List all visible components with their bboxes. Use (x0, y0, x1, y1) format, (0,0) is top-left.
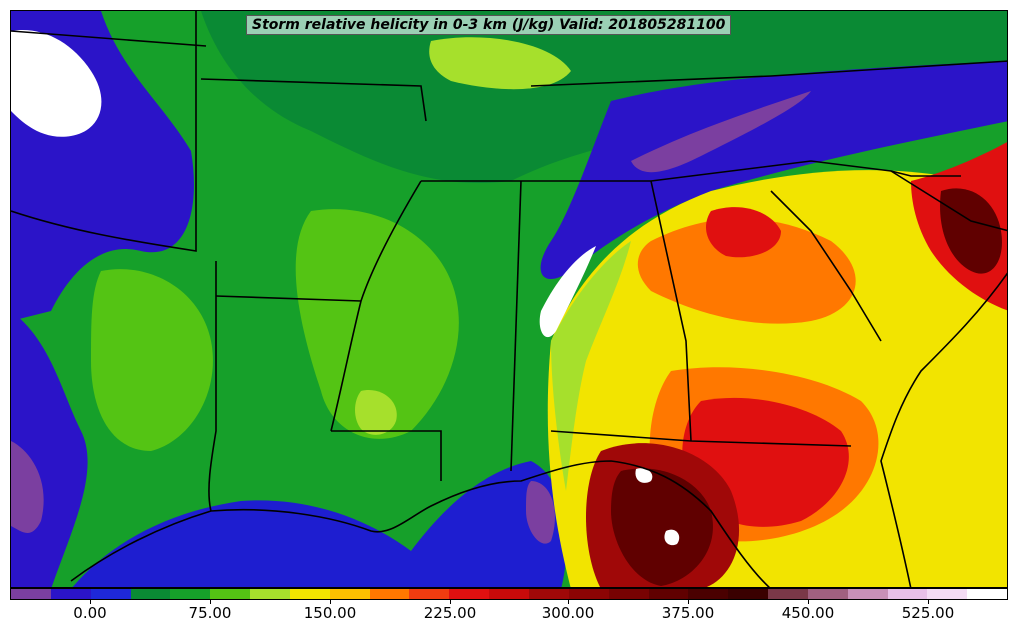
colorbar-tick-label: 150.00 (303, 604, 357, 622)
colorbar-swatch (887, 589, 928, 599)
border-ky-north (530, 60, 1007, 87)
gulf-coastline (70, 460, 771, 587)
border-texas-oklahoma (11, 11, 197, 252)
border-nc-sc (890, 170, 1007, 232)
colorbar-tick-label: 300.00 (541, 604, 595, 622)
gulf-water-blue (72, 461, 567, 587)
blue-band-north (540, 61, 1007, 280)
colorbar-swatch (648, 589, 689, 599)
colorbar-tick-label: 525.00 (901, 604, 955, 622)
colorbar-swatch (528, 589, 569, 599)
colorbar-swatch (449, 589, 490, 599)
light-green-central (295, 209, 459, 439)
colorbar-tick-mark (808, 600, 809, 604)
colorbar-tick-label: 75.00 (188, 604, 232, 622)
colorbar-swatch (967, 589, 1008, 599)
maroon-core-gulf (611, 468, 713, 586)
helicity-map (10, 10, 1008, 588)
border-louisiana-west (208, 261, 217, 512)
colorbar-tick-mark (928, 600, 929, 604)
maroon-region-carolina (940, 188, 1002, 274)
purple-blob-west (11, 441, 44, 533)
colorbar-swatch (210, 589, 251, 599)
map-canvas (11, 11, 1007, 587)
colorbar-tick-mark (330, 600, 331, 604)
colorbar-swatch (11, 589, 51, 599)
border-oklahoma-north (200, 78, 427, 122)
colorbar-swatch (728, 589, 769, 599)
colorbar-tick-mark (568, 600, 569, 604)
border-georgia-sc (770, 190, 882, 342)
colorbar-tick-mark (688, 600, 689, 604)
colorbar-swatch (489, 589, 529, 599)
colorbar-swatch (130, 589, 171, 599)
colorbar-tick-label: 0.00 (73, 604, 107, 622)
colorbar-swatch (847, 589, 888, 599)
colorbar-swatch (768, 589, 808, 599)
colorbar-swatch (568, 589, 609, 599)
border-arkansas-south (215, 295, 362, 302)
orange-region-georgia (637, 218, 856, 324)
atlantic-coastline (880, 272, 1007, 587)
colorbar-swatch (369, 589, 410, 599)
lime-fringe-southeast (551, 241, 631, 491)
dark-green-north (201, 11, 1007, 183)
colorbar-tick-label: 225.00 (423, 604, 477, 622)
white-blob-northwest (11, 30, 102, 137)
lime-patch-ms (355, 390, 397, 435)
border-mississippi-river (330, 180, 422, 432)
colorbar-tick-label: 375.00 (661, 604, 715, 622)
colorbar-swatch (807, 589, 848, 599)
colorbar-swatch (409, 589, 450, 599)
colorbar-tick-label: 450.00 (781, 604, 835, 622)
lime-patch-north (429, 37, 571, 90)
red-patch-georgia-north (706, 207, 781, 258)
colorbar-tick-mark (210, 600, 211, 604)
state-borders (11, 11, 1007, 587)
border-louisiana-ms (331, 430, 442, 481)
border-ms-alabama (510, 180, 522, 472)
colorbar-swatch (170, 589, 211, 599)
colorbar (10, 588, 1008, 600)
colorbar-tick-mark (450, 600, 451, 604)
colorbar-swatch (688, 589, 729, 599)
purple-streak-north (631, 91, 811, 173)
light-green-texas (91, 269, 213, 451)
border-north-kansas (11, 30, 207, 47)
colorbar-swatch (329, 589, 370, 599)
border-florida-panhandle (550, 430, 852, 447)
white-blob-gulf-2 (664, 529, 680, 546)
white-streak-alabama (539, 246, 596, 338)
colorbar-swatch (927, 589, 968, 599)
colorbar-swatch (50, 589, 91, 599)
border-tn-north (421, 160, 961, 182)
map-title: Storm relative helicity in 0-3 km (J/kg)… (246, 15, 732, 35)
colorbar-swatch (608, 589, 649, 599)
colorbar-tick-mark (90, 600, 91, 604)
colorbar-swatch (289, 589, 330, 599)
border-alabama-georgia (650, 180, 692, 442)
white-blob-gulf-1 (635, 468, 653, 483)
purple-blob-gulf (526, 481, 555, 544)
colorbar-swatch (90, 589, 131, 599)
colorbar-swatch (250, 589, 290, 599)
colorbar-ticks: 0.00 75.00 150.00 225.00 300.00 375.00 450.00 5… (0, 600, 1018, 633)
